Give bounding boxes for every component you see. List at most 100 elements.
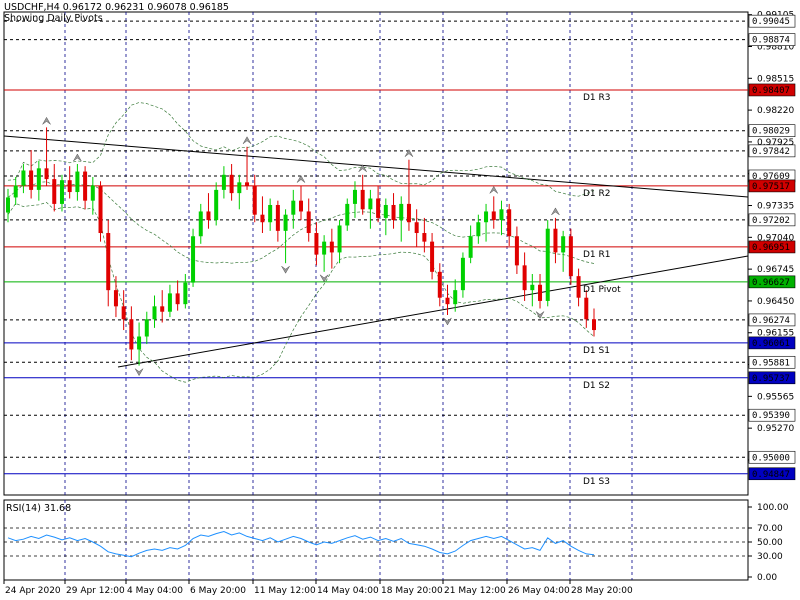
bear-candle xyxy=(113,290,118,307)
time-label: 4 May 04:00 xyxy=(127,586,183,596)
time-label: 28 May 20:00 xyxy=(571,586,633,596)
bear-candle xyxy=(360,189,365,210)
bear-candle xyxy=(314,233,319,255)
bull-candle xyxy=(6,197,10,213)
bull-candle xyxy=(322,241,327,255)
price-tick-label: 0.95565 xyxy=(757,392,794,402)
bull-candle xyxy=(152,306,157,320)
price-tick-label: 0.98810 xyxy=(757,43,794,53)
price-box xyxy=(748,275,796,289)
bull-candle xyxy=(476,222,481,237)
bear-candle xyxy=(306,211,311,234)
price-box-label: 0.97517 xyxy=(752,182,790,192)
bear-candle xyxy=(422,233,427,242)
rsi-tick-label: 0.00 xyxy=(757,573,777,583)
bear-candle xyxy=(160,306,165,312)
time-label: 18 May 20:00 xyxy=(381,586,443,596)
bear-candle xyxy=(329,241,334,253)
bull-candle xyxy=(167,293,172,312)
rsi-panel: 100.00 70.00 50.00 30.00 0.00 xyxy=(4,503,789,583)
rsi-tick-label: 70.00 xyxy=(757,524,783,534)
bull-candle xyxy=(368,198,373,210)
bull-candle xyxy=(221,174,226,190)
bear-candle xyxy=(538,284,543,301)
bull-candle xyxy=(198,211,203,237)
bull-candle xyxy=(345,203,350,226)
bear-candle xyxy=(406,203,411,223)
time-axis: 24 Apr 2020 29 Apr 12:00 4 May 04:00 6 May … xyxy=(3,580,633,596)
bull-candle xyxy=(460,257,465,291)
price-box-label: 0.98407 xyxy=(752,86,790,96)
fractal-up-marker xyxy=(296,175,306,183)
bear-candle xyxy=(83,171,88,201)
band-middle xyxy=(7,181,595,264)
bull-candle xyxy=(352,189,357,204)
fractal-down-marker xyxy=(319,274,329,283)
price-box xyxy=(748,33,796,46)
pivot-label: D1 R2 xyxy=(583,189,611,199)
price-box-label: 0.96627 xyxy=(752,278,790,288)
bear-candle xyxy=(52,179,57,204)
fractal-down-marker xyxy=(281,266,290,274)
rsi-frame xyxy=(3,499,749,581)
chart-header: USDCHF,H4 0.96172 0.96231 0.96078 0.9618… xyxy=(4,2,229,24)
fractal-up-marker xyxy=(242,136,252,144)
price-box-label: 0.98029 xyxy=(752,127,790,137)
bull-candle xyxy=(36,168,41,190)
price-tick-label: 0.97925 xyxy=(757,138,794,148)
bull-candle xyxy=(191,236,196,283)
bear-candle xyxy=(29,170,34,190)
bull-candle xyxy=(283,214,288,231)
symbol-ohlc: USDCHF,H4 0.96172 0.96231 0.96078 0.9618… xyxy=(4,2,229,13)
bull-candle xyxy=(399,203,404,221)
bull-candle xyxy=(337,225,342,253)
time-label: 11 May 12:00 xyxy=(254,586,316,596)
bear-candle xyxy=(229,174,234,194)
price-box xyxy=(748,213,796,227)
bear-candle xyxy=(507,209,512,237)
bear-candle xyxy=(584,297,589,320)
bull-candle xyxy=(484,211,489,223)
time-label: 21 May 12:00 xyxy=(444,586,506,596)
pivot-label: D1 R1 xyxy=(583,250,611,260)
pivot-label: D1 S1 xyxy=(583,346,610,356)
fractal-down-marker xyxy=(535,311,545,319)
bull-candle xyxy=(561,236,566,253)
price-box xyxy=(748,371,796,385)
price-box-label: 0.98874 xyxy=(752,36,790,46)
bull-candle xyxy=(137,336,142,350)
price-tick-label: 0.97040 xyxy=(757,233,794,243)
bull-candle xyxy=(214,189,219,221)
time-label: 6 May 20:00 xyxy=(190,586,246,596)
bear-candle xyxy=(414,222,419,234)
price-tick-label: 0.96155 xyxy=(757,329,794,339)
price-axis: 0.991050.988100.985150.982200.979250.976… xyxy=(748,11,796,481)
price-box-label: 0.97202 xyxy=(752,216,790,226)
price-box-label: 0.97609 xyxy=(752,172,790,182)
bull-candle xyxy=(144,319,149,337)
band-upper xyxy=(7,102,595,197)
price-box xyxy=(748,240,796,254)
bear-candle xyxy=(430,241,435,272)
main-frame xyxy=(3,11,749,496)
bear-candle xyxy=(553,228,558,253)
price-box-label: 0.95737 xyxy=(752,374,790,384)
bear-candle xyxy=(98,185,103,234)
pivot-label: D1 S2 xyxy=(583,381,610,391)
pivot-labels: D1 R3 D1 R2 D1 R1 D1 Pivot D1 S1 D1 S2 D1 S3 xyxy=(583,93,621,487)
bear-candle xyxy=(67,180,72,193)
price-box-label: 0.95390 xyxy=(752,411,790,421)
bear-candle xyxy=(245,182,250,186)
price-tick-label: 0.97335 xyxy=(757,202,794,212)
rsi-line xyxy=(7,530,595,558)
bear-candle xyxy=(491,211,496,221)
bear-candle xyxy=(260,214,265,223)
price-box xyxy=(748,450,796,464)
bear-candle xyxy=(592,319,596,331)
bull-candle xyxy=(268,204,273,223)
fractal-up-marker xyxy=(73,153,82,162)
price-box-label: 0.96274 xyxy=(752,316,790,326)
bear-candle xyxy=(437,271,442,298)
bull-candle xyxy=(90,185,95,201)
